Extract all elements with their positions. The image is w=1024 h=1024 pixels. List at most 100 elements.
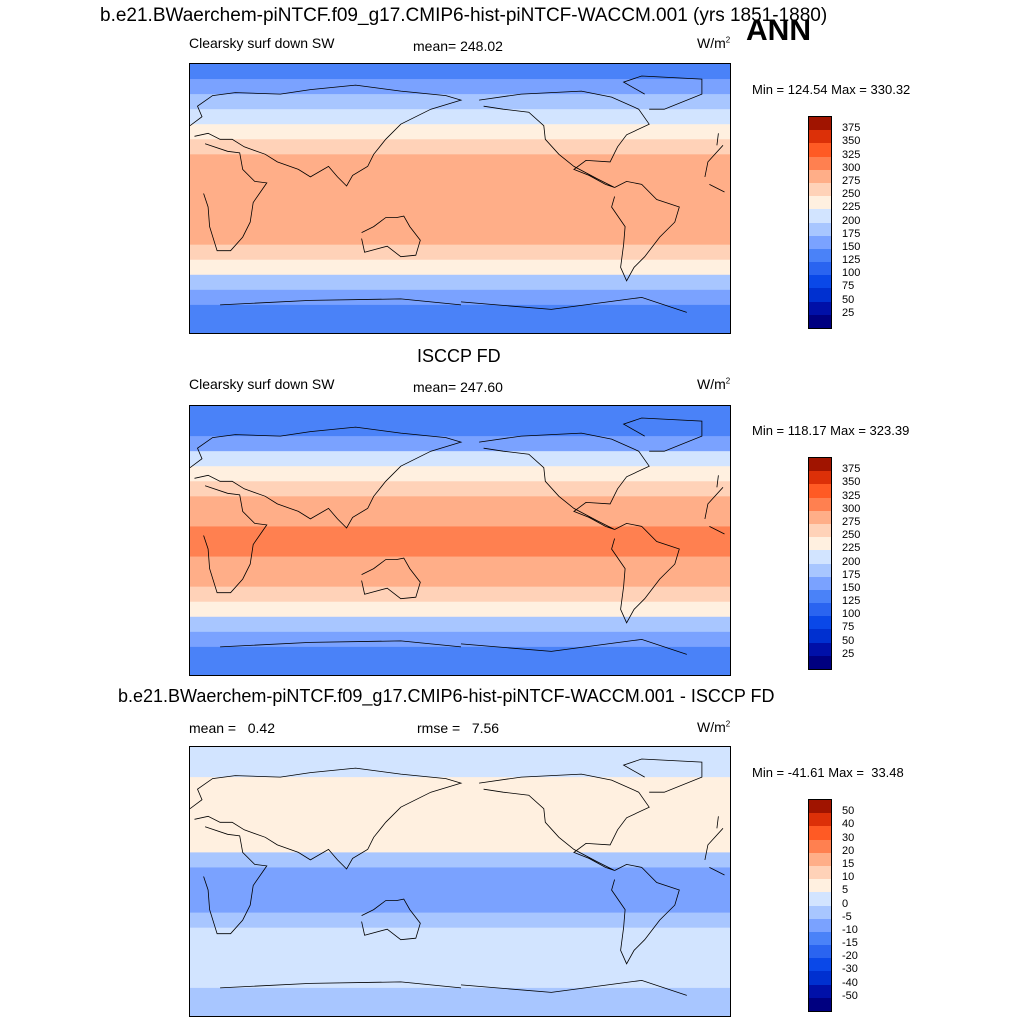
colorbar-tick-label: 325	[842, 148, 861, 161]
panel1-map-svg	[190, 64, 730, 333]
colorbar-tick-label: 100	[842, 608, 861, 621]
coastline	[479, 90, 650, 188]
colorbar-tick-label: 20	[842, 844, 855, 857]
colorbar-swatch	[809, 537, 831, 551]
colorbar-swatch	[809, 484, 831, 498]
lat-band	[190, 304, 730, 321]
colorbar-tick-label: 50	[842, 293, 855, 306]
colorbar-swatch	[809, 288, 831, 302]
season-label: ANN	[746, 14, 811, 47]
coastline	[622, 75, 703, 110]
lat-band	[190, 987, 730, 1004]
colorbar-tick-label: 125	[842, 595, 861, 608]
colorbar-swatch	[809, 196, 831, 210]
colorbar-tick-label: 75	[842, 280, 855, 293]
colorbar-swatch	[809, 905, 831, 919]
colorbar-swatch	[809, 813, 831, 827]
lat-band	[190, 882, 730, 899]
lat-band	[190, 571, 730, 588]
lat-band	[190, 496, 730, 512]
coastline	[704, 828, 724, 860]
colorbar-swatch	[809, 458, 831, 472]
colorbar-tick-label: 40	[842, 818, 855, 831]
colorbar-swatch	[809, 301, 831, 315]
coastline	[709, 526, 725, 535]
panel3-left-label: mean = 0.42	[189, 720, 276, 736]
coastline	[220, 981, 462, 989]
lat-band	[190, 646, 730, 663]
lat-band	[190, 556, 730, 573]
colorbar-swatch	[809, 879, 831, 893]
colorbar-tick-label: 225	[842, 542, 861, 555]
lat-band	[190, 747, 730, 763]
lat-band	[190, 822, 730, 838]
coastline	[361, 557, 421, 600]
colorbar-tick-label: 15	[842, 857, 855, 870]
colorbar-swatch	[809, 931, 831, 946]
coastline	[716, 133, 719, 146]
colorbar-tick-label: 350	[842, 476, 861, 489]
coastline	[611, 522, 680, 624]
lat-band	[190, 199, 730, 216]
lat-band	[190, 229, 730, 246]
lat-band	[190, 792, 730, 808]
coastline	[361, 215, 421, 258]
colorbar-swatch	[809, 984, 831, 998]
lat-band	[190, 451, 730, 467]
colorbar-tick-label: 300	[842, 502, 861, 515]
lat-band	[190, 109, 730, 125]
colorbar-swatch	[809, 839, 831, 853]
lat-band	[190, 436, 730, 452]
colorbar-tick-label: 25	[842, 306, 855, 319]
panel3-rmse-label: rmse = 7.56	[417, 720, 500, 736]
panel1-minmax: Min = 124.54 Max = 330.32	[752, 82, 911, 97]
lat-band	[190, 942, 730, 959]
colorbar-tick-label: 375	[842, 463, 861, 476]
lat-band	[190, 169, 730, 185]
lat-band	[190, 214, 730, 231]
coastline	[190, 767, 463, 870]
lat-band	[190, 124, 730, 140]
colorbar-tick-label: 375	[842, 122, 861, 135]
colorbar-tick-label: 10	[842, 871, 855, 884]
colorbar-swatch	[809, 997, 831, 1011]
lat-band	[190, 154, 730, 170]
lat-band	[190, 616, 730, 633]
colorbar-tick-label: 250	[842, 529, 861, 542]
coastline	[704, 487, 724, 519]
lat-band	[190, 466, 730, 482]
lat-band	[190, 601, 730, 618]
coastline	[203, 485, 268, 594]
lat-band	[190, 94, 730, 110]
coastline	[190, 426, 463, 529]
coastline	[611, 180, 680, 282]
coastline	[460, 296, 687, 313]
colorbar-swatch	[809, 642, 831, 656]
coastline	[716, 816, 719, 829]
colorbar-tick-label: -10	[842, 923, 858, 936]
colorbar-tick-label: 250	[842, 188, 861, 201]
colorbar-tick-label: 175	[842, 227, 861, 240]
lat-band	[190, 184, 730, 200]
coastline	[220, 298, 462, 306]
colorbar-swatch	[809, 156, 831, 170]
panel3-map-svg	[190, 747, 730, 1016]
colorbar-swatch	[809, 958, 831, 972]
coastline	[460, 979, 687, 996]
lat-band	[190, 957, 730, 974]
colorbar-tick-label: 275	[842, 174, 861, 187]
colorbar-swatch	[809, 629, 831, 643]
colorbar-swatch	[809, 143, 831, 157]
panel1-units: W/m2	[697, 35, 731, 51]
coastline	[479, 432, 650, 530]
colorbar-tick-label: 275	[842, 515, 861, 528]
colorbar-tick-label: -20	[842, 950, 858, 963]
lat-band	[190, 526, 730, 542]
panel2-title: ISCCP FD	[417, 346, 501, 366]
panel3-minmax: Min = -41.61 Max = 33.48	[752, 765, 904, 780]
colorbar-swatch	[809, 471, 831, 485]
lat-band	[190, 259, 730, 276]
colorbar-tick-label: 50	[842, 634, 855, 647]
colorbar-swatch	[809, 248, 831, 263]
lat-band	[190, 661, 730, 675]
